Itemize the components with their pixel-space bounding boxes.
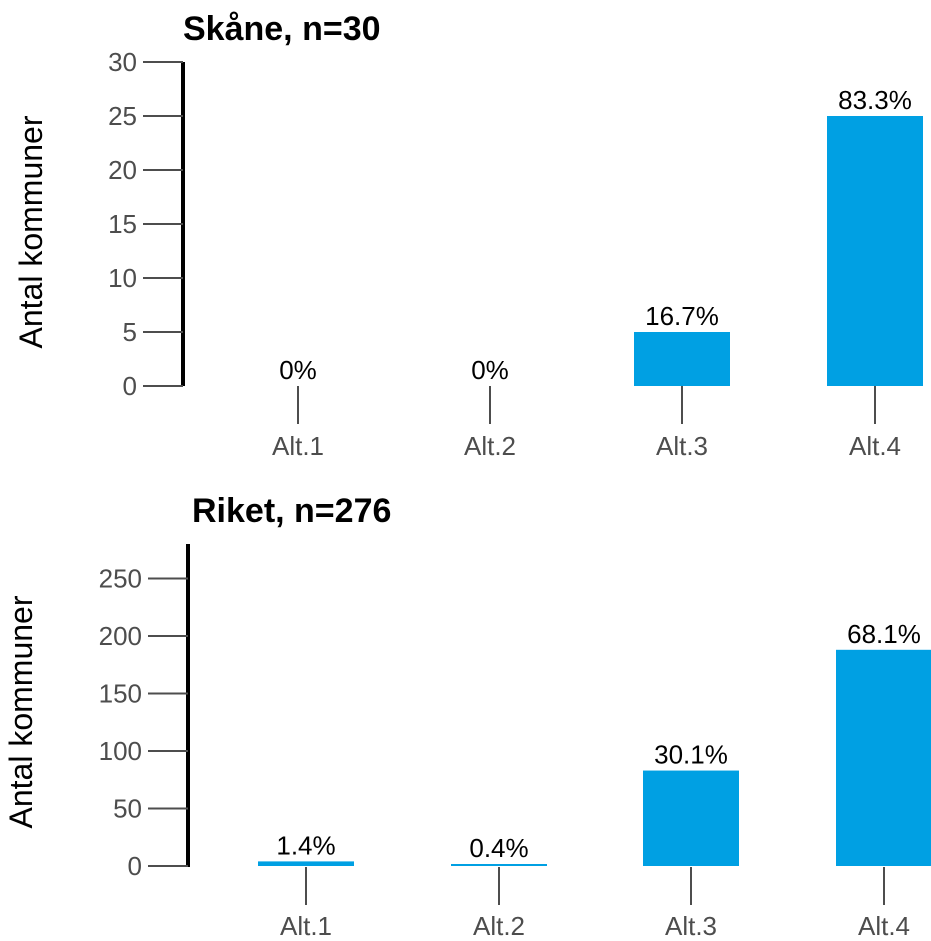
y-tick-label: 5 xyxy=(123,317,137,347)
x-tick-label: Alt.3 xyxy=(665,911,717,941)
y-tick-label: 0 xyxy=(128,851,142,881)
data-label: 0% xyxy=(279,355,317,385)
y-tick-label: 20 xyxy=(108,155,137,185)
bar xyxy=(836,649,931,866)
y-tick-label: 50 xyxy=(113,794,142,824)
bar xyxy=(258,861,354,866)
data-label: 16.7% xyxy=(645,301,719,331)
x-tick-label: Alt.1 xyxy=(272,431,324,461)
data-label: 0% xyxy=(471,355,509,385)
y-axis-label: Antal kommuner xyxy=(13,115,49,348)
data-label: 30.1% xyxy=(654,740,728,770)
bar xyxy=(634,332,730,386)
x-tick-label: Alt.3 xyxy=(656,431,708,461)
x-tick-label: Alt.1 xyxy=(280,911,332,941)
y-tick-label: 30 xyxy=(108,47,137,77)
x-tick-label: Alt.4 xyxy=(849,431,901,461)
y-tick-label: 0 xyxy=(123,371,137,401)
x-tick-label: Alt.2 xyxy=(473,911,525,941)
data-label: 0.4% xyxy=(469,833,528,863)
y-axis-label: Antal kommuner xyxy=(3,595,39,828)
data-label: 83.3% xyxy=(838,85,912,115)
bar xyxy=(451,864,547,866)
data-label: 68.1% xyxy=(847,619,921,649)
y-tick-label: 250 xyxy=(99,564,142,594)
y-tick-label: 15 xyxy=(108,209,137,239)
bar xyxy=(827,116,923,386)
y-tick-label: 200 xyxy=(99,621,142,651)
y-tick-label: 150 xyxy=(99,679,142,709)
y-tick-label: 25 xyxy=(108,101,137,131)
x-tick-label: Alt.4 xyxy=(858,911,910,941)
bar xyxy=(643,770,739,866)
chart-title: Riket, n=276 xyxy=(192,492,391,530)
data-label: 1.4% xyxy=(276,830,335,860)
y-tick-label: 100 xyxy=(99,736,142,766)
y-tick-label: 10 xyxy=(108,263,137,293)
chart-title: Skåne, n=30 xyxy=(183,10,381,48)
x-tick-label: Alt.2 xyxy=(464,431,516,461)
